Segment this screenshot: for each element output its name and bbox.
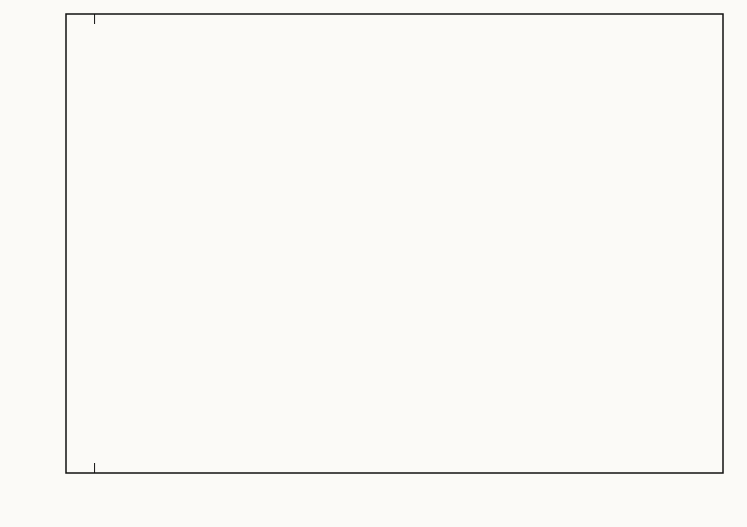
chart-container: { "chart": { "type": "scatter", "width_p…: [0, 0, 747, 527]
plot-border: [66, 14, 723, 473]
chart-svg: [0, 0, 747, 527]
